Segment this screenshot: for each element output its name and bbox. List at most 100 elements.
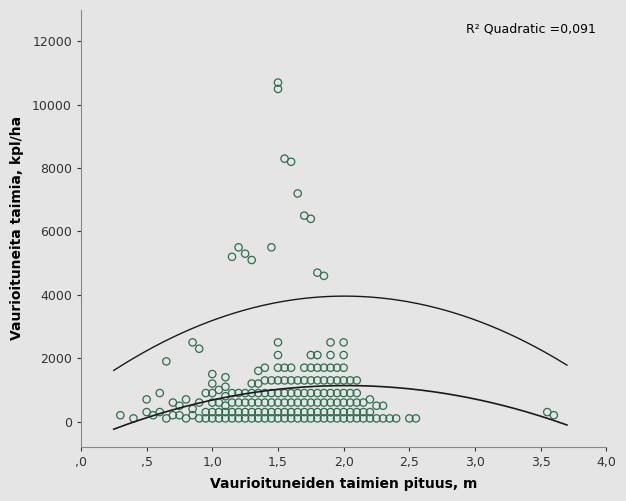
Point [299, 211, 309, 219]
Point [207, 414, 217, 422]
Point [260, 414, 270, 422]
Point [345, 399, 355, 407]
Point [280, 389, 290, 397]
Point [233, 408, 244, 416]
Point [312, 376, 322, 384]
Point [326, 338, 336, 346]
X-axis label: Vaurioituneiden taimien pituus, m: Vaurioituneiden taimien pituus, m [210, 477, 478, 491]
Point [339, 414, 349, 422]
Point [332, 376, 342, 384]
Point [345, 389, 355, 397]
Point [345, 408, 355, 416]
Point [326, 399, 336, 407]
Point [214, 414, 224, 422]
Point [332, 414, 342, 422]
Point [319, 272, 329, 280]
Point [247, 256, 257, 264]
Point [326, 389, 336, 397]
Point [220, 383, 230, 391]
Point [319, 414, 329, 422]
Point [293, 376, 303, 384]
Point [306, 376, 316, 384]
Point [339, 351, 349, 359]
Point [194, 414, 204, 422]
Point [233, 389, 244, 397]
Point [188, 405, 198, 413]
Point [273, 364, 283, 372]
Point [247, 380, 257, 388]
Point [312, 269, 322, 277]
Point [254, 367, 264, 375]
Point [286, 414, 296, 422]
Point [293, 414, 303, 422]
Point [247, 414, 257, 422]
Point [286, 376, 296, 384]
Point [286, 408, 296, 416]
Point [542, 408, 552, 416]
Point [227, 399, 237, 407]
Y-axis label: Vaurioituneita taimia, kpl/ha: Vaurioituneita taimia, kpl/ha [10, 116, 24, 340]
Point [227, 253, 237, 261]
Point [207, 380, 217, 388]
Point [299, 408, 309, 416]
Point [260, 364, 270, 372]
Point [299, 399, 309, 407]
Point [227, 414, 237, 422]
Point [339, 408, 349, 416]
Point [254, 414, 264, 422]
Point [267, 376, 277, 384]
Point [365, 408, 375, 416]
Point [194, 345, 204, 353]
Point [273, 408, 283, 416]
Point [247, 389, 257, 397]
Point [371, 402, 381, 410]
Point [286, 389, 296, 397]
Point [332, 389, 342, 397]
Point [128, 414, 138, 422]
Point [207, 399, 217, 407]
Point [326, 364, 336, 372]
Point [312, 351, 322, 359]
Point [175, 411, 185, 419]
Point [299, 389, 309, 397]
Point [201, 389, 211, 397]
Point [319, 376, 329, 384]
Point [155, 408, 165, 416]
Point [247, 399, 257, 407]
Point [306, 364, 316, 372]
Point [267, 243, 277, 252]
Point [286, 364, 296, 372]
Point [201, 408, 211, 416]
Point [273, 85, 283, 93]
Point [175, 402, 185, 410]
Point [378, 414, 388, 422]
Point [293, 399, 303, 407]
Point [214, 386, 224, 394]
Point [326, 408, 336, 416]
Point [299, 414, 309, 422]
Point [404, 414, 414, 422]
Point [220, 392, 230, 400]
Point [115, 411, 125, 419]
Point [273, 376, 283, 384]
Point [162, 357, 172, 365]
Point [280, 376, 290, 384]
Point [280, 414, 290, 422]
Point [339, 376, 349, 384]
Point [273, 338, 283, 346]
Point [214, 408, 224, 416]
Point [299, 376, 309, 384]
Point [293, 389, 303, 397]
Point [273, 414, 283, 422]
Point [254, 408, 264, 416]
Point [280, 399, 290, 407]
Point [312, 389, 322, 397]
Point [345, 414, 355, 422]
Point [280, 155, 290, 163]
Point [220, 408, 230, 416]
Point [227, 389, 237, 397]
Point [339, 399, 349, 407]
Point [188, 338, 198, 346]
Point [352, 399, 362, 407]
Point [319, 364, 329, 372]
